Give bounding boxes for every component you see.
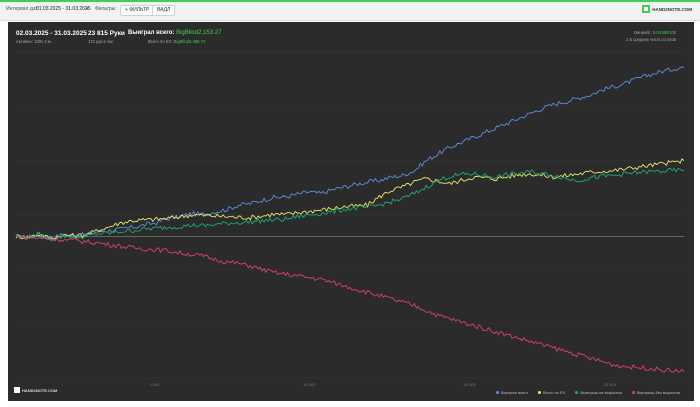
ev-value: BigBlind2,486.72	[173, 39, 206, 44]
legend-dot	[495, 391, 499, 394]
ev-label: Всего по EV:	[148, 39, 173, 44]
date-range-picker[interactable]: 01.03.2025 - 31.03.2025	[36, 6, 91, 12]
reset-button[interactable]: ВАДЛ	[152, 5, 176, 16]
logo-icon	[642, 5, 651, 13]
legend-label: Выигрыш на вскрытии	[580, 390, 622, 395]
x-tick-label: 20 000	[464, 382, 477, 387]
legend-dot	[537, 391, 541, 394]
add-filter-button[interactable]: + ФИЛЬТР	[120, 5, 155, 16]
accent-line	[0, 0, 700, 2]
legend-item[interactable]: Всего по EV	[537, 390, 566, 395]
winrate-label: Винрейт:	[634, 30, 652, 35]
series-line	[15, 167, 685, 242]
period-sub: Активен: 130ч 2 м	[16, 39, 51, 44]
winrate-value: 9.04 BB/100	[652, 30, 676, 35]
hands-per-hour: 172 рук в час	[88, 39, 114, 44]
legend-item[interactable]: Выигрыш на вскрытии	[575, 390, 622, 395]
logo-text: HAND2NOTE.COM	[652, 6, 692, 12]
won-total: Выиграл всего: BigBlind2,153.27	[128, 30, 221, 36]
app-logo: HAND2NOTE.COM	[642, 5, 692, 13]
x-tick-label: 10 000	[303, 382, 316, 387]
series-line	[15, 234, 685, 373]
brand-icon	[14, 387, 20, 393]
x-tick-label: 1 000	[150, 382, 161, 387]
legend-label: Выиграл всего	[500, 390, 528, 395]
avg-tables: 2.5 средних число столов	[626, 37, 676, 42]
legend-item[interactable]: Выиграл всего	[495, 390, 528, 395]
legend-dot	[575, 391, 579, 394]
legend-dot	[631, 391, 635, 394]
winrate: Винрейт: 9.04 BB/100	[634, 30, 676, 35]
legend-label: Всего по EV	[542, 390, 566, 395]
line-chart: 1 000 10 000 20 000 23 815	[15, 51, 685, 387]
hands-count: 23 815 Руки	[88, 30, 125, 37]
legend-label: Выигрыш без вскрытия	[636, 390, 680, 395]
chart-legend: Выиграл всего Всего по EV Выигрыш на вск…	[495, 390, 680, 395]
series-line	[16, 66, 685, 240]
brand-watermark: HAND2NOTE.COM	[14, 387, 57, 393]
legend-item[interactable]: Выигрыш без вскрытия	[631, 390, 680, 395]
period-text: 02.03.2025 - 31.03.2025	[16, 30, 87, 37]
won-label: Выиграл всего:	[128, 30, 175, 36]
interval-label: Интервал дат:	[6, 6, 40, 12]
ev-total: Всего по EV: BigBlind2,486.72	[148, 39, 205, 44]
brand-text: HAND2NOTE.COM	[22, 387, 58, 393]
won-value: BigBlind2,153.27	[176, 30, 222, 36]
series-line	[15, 158, 685, 240]
x-tick-label: 23 815	[604, 382, 617, 387]
toolbar: Интервал дат: 01.03.2025 - 31.03.2025 ▾ …	[0, 0, 700, 21]
chart-panel: 02.03.2025 - 31.03.2025 Активен: 130ч 2 …	[8, 22, 694, 401]
filters-label: Фильтры:	[95, 6, 117, 12]
chevron-down-icon[interactable]: ▾	[86, 6, 89, 12]
